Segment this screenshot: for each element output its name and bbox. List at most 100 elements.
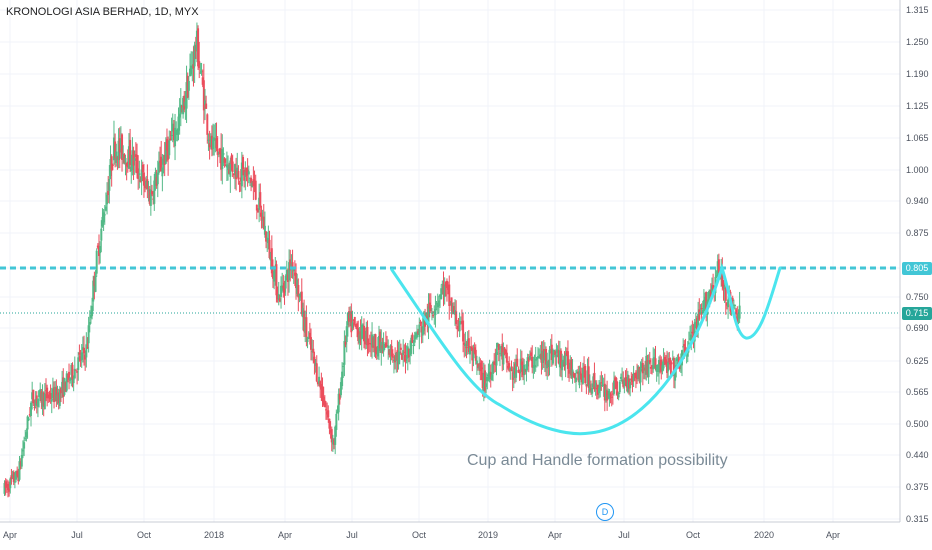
candle-body	[583, 366, 586, 368]
candle-body	[289, 259, 292, 271]
candle-body	[216, 148, 219, 155]
candle-body	[424, 316, 427, 327]
candle-body	[55, 387, 58, 402]
y-tick-label: 1.125	[906, 101, 929, 111]
candle-body	[172, 127, 175, 141]
candle-body	[169, 138, 172, 141]
candle-body	[609, 394, 612, 396]
candle-body	[451, 306, 454, 314]
candle-body	[349, 314, 352, 319]
candle-body	[346, 312, 349, 326]
candle-body	[470, 346, 473, 349]
candle-body	[412, 344, 415, 346]
candle-body	[303, 310, 306, 332]
candle-body	[391, 353, 394, 358]
candle-body	[130, 166, 133, 172]
candle-body	[65, 373, 68, 391]
candle-body	[48, 394, 51, 396]
candle-body	[602, 384, 605, 386]
candle-body	[168, 140, 171, 156]
candle-body	[148, 189, 151, 204]
candle-body	[404, 355, 407, 361]
candle-body	[318, 376, 321, 384]
candle-body	[402, 350, 405, 355]
candle-body	[466, 339, 469, 347]
candle-body	[592, 376, 595, 388]
candle-body	[647, 361, 650, 378]
y-tick-label: 0.750	[906, 292, 929, 302]
candle-body	[198, 61, 201, 68]
candle-body	[434, 309, 437, 316]
candle-body	[569, 362, 572, 369]
candle-body	[388, 349, 391, 355]
candle-body	[525, 364, 528, 372]
candle-body	[254, 180, 257, 200]
x-tick-label: Oct	[412, 530, 427, 540]
candle-body	[428, 302, 431, 309]
candle-body	[221, 149, 224, 169]
candle-body	[705, 291, 708, 314]
candle-body	[439, 294, 442, 298]
candle-body	[194, 50, 197, 52]
candle-body	[190, 65, 193, 75]
candle-body	[373, 334, 376, 346]
candle-body	[531, 356, 534, 368]
candle-body	[682, 346, 685, 348]
candle-body	[206, 114, 209, 135]
candle-body	[707, 299, 710, 304]
candle-body	[209, 136, 212, 145]
candle-body	[716, 261, 719, 276]
candle-body	[606, 390, 609, 401]
candle-body	[107, 190, 110, 196]
candle-body	[278, 298, 281, 302]
candle-body	[103, 214, 106, 216]
candle-body	[648, 360, 651, 363]
candle-body	[68, 371, 71, 380]
candle-body	[316, 381, 319, 385]
candle-body	[600, 382, 603, 384]
candle-body	[275, 264, 278, 296]
candle-body	[123, 154, 126, 163]
candle-body	[411, 334, 414, 343]
candle-body	[222, 153, 225, 155]
candle-body	[501, 343, 504, 360]
candle-body	[175, 132, 178, 134]
candle-body	[493, 361, 496, 365]
candle-body	[593, 372, 596, 390]
candle-body	[457, 326, 460, 329]
candle-body	[220, 148, 223, 170]
x-tick-label: Apr	[278, 530, 292, 540]
candle-body	[353, 317, 356, 325]
candle-body	[261, 219, 264, 221]
candle-body	[636, 375, 639, 380]
candle-body	[358, 334, 361, 343]
candle-body	[225, 164, 228, 168]
candle-body	[560, 350, 563, 369]
candle-body	[277, 293, 280, 301]
candle-body	[176, 129, 179, 135]
candle-body	[396, 350, 399, 361]
candle-body	[97, 246, 100, 257]
dividend-badge[interactable]: D	[596, 503, 614, 521]
candle-body	[610, 396, 613, 398]
candle-body	[571, 369, 574, 378]
candle-body	[24, 437, 27, 439]
candle-body	[208, 143, 211, 148]
candle-body	[314, 362, 317, 367]
candle-body	[614, 377, 617, 381]
candle-body	[159, 160, 162, 163]
x-tick-label: Oct	[686, 530, 701, 540]
candle-body	[615, 377, 618, 389]
candle-body	[307, 337, 310, 339]
candle-body	[563, 361, 566, 366]
candle-body	[694, 321, 697, 324]
candle-body	[121, 134, 124, 160]
candle-body	[509, 368, 512, 371]
y-tick-label: 0.440	[906, 450, 929, 460]
candle-body	[518, 369, 521, 374]
candle-body	[481, 372, 484, 389]
candle-body	[359, 331, 362, 340]
candle-body	[394, 355, 397, 363]
candle-body	[125, 162, 128, 167]
candle-body	[527, 357, 530, 362]
